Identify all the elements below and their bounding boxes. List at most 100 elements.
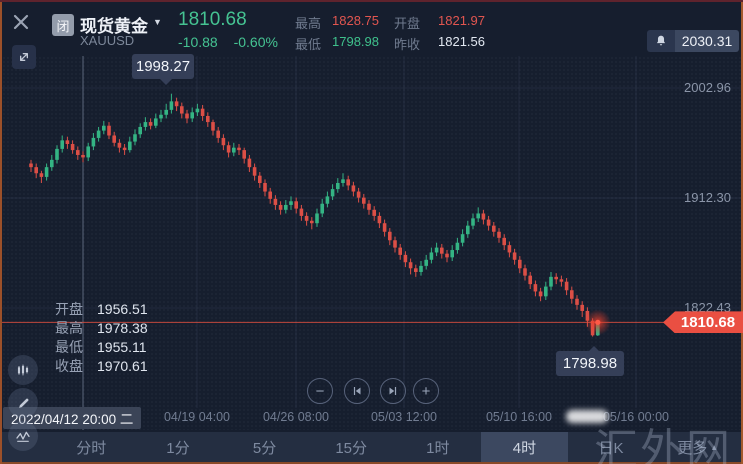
candle-body bbox=[570, 290, 574, 299]
x-axis-label: 05/10 16:00 bbox=[485, 410, 553, 424]
candle-body bbox=[356, 191, 361, 198]
candle-body bbox=[320, 203, 324, 214]
candle-body bbox=[232, 147, 236, 153]
candle-body bbox=[544, 286, 548, 297]
candle-body bbox=[408, 262, 413, 269]
candle-body bbox=[294, 201, 298, 209]
candle-body bbox=[247, 158, 252, 168]
candle-body bbox=[128, 141, 132, 151]
candle-body bbox=[242, 150, 246, 159]
candle-body bbox=[549, 276, 553, 287]
hover-high-value: 1978.38 bbox=[97, 320, 148, 336]
tab-1min[interactable]: 1分 bbox=[166, 439, 190, 457]
bell-button[interactable] bbox=[647, 30, 675, 52]
chart-style-button[interactable] bbox=[8, 355, 38, 385]
candle-body bbox=[237, 147, 241, 151]
candle-body bbox=[403, 254, 408, 263]
instrument-title[interactable]: 现货黄金 bbox=[80, 17, 148, 36]
candle-body bbox=[554, 276, 558, 280]
candle-body bbox=[492, 225, 496, 232]
candle-body bbox=[50, 159, 54, 168]
expand-button[interactable] bbox=[12, 45, 36, 69]
y-axis-label: 1912.30 bbox=[684, 190, 731, 205]
fold-badge[interactable]: 闭 bbox=[52, 14, 74, 36]
candle-body bbox=[512, 252, 517, 260]
candle-body bbox=[393, 240, 397, 248]
candle-body bbox=[86, 146, 90, 158]
candle-body bbox=[200, 108, 205, 116]
tab-15min[interactable]: 15分 bbox=[335, 439, 368, 457]
y-axis-label: 2002.96 bbox=[684, 80, 731, 95]
candle-body bbox=[538, 291, 543, 297]
close-button[interactable] bbox=[10, 11, 32, 33]
x-axis-label: 04/19 04:00 bbox=[163, 410, 231, 424]
candle-body bbox=[518, 259, 522, 269]
candle-body bbox=[346, 179, 350, 186]
candle-body bbox=[216, 130, 220, 138]
x-axis-label: 05/16 00:00 bbox=[602, 410, 670, 424]
candle-body bbox=[460, 234, 465, 243]
candle-body bbox=[195, 108, 200, 113]
candle-body bbox=[180, 106, 184, 114]
alert-price-value[interactable]: 2030.31 bbox=[675, 30, 739, 52]
hover-close-label: 收盘 bbox=[55, 358, 83, 374]
peak-price-tooltip: 1998.27 bbox=[132, 54, 194, 85]
candle-body bbox=[211, 122, 215, 131]
x-axis-label: 04/26 08:00 bbox=[262, 410, 330, 424]
candle-body bbox=[117, 142, 122, 148]
candle-body bbox=[575, 298, 579, 305]
plus-icon: + bbox=[421, 382, 431, 400]
tab-5min[interactable]: 5分 bbox=[252, 439, 277, 457]
skip-start-icon bbox=[353, 387, 361, 395]
candle-body bbox=[440, 247, 444, 254]
candle-body bbox=[252, 167, 257, 176]
draw-button[interactable] bbox=[8, 388, 38, 418]
wave-line-icon bbox=[16, 431, 30, 442]
chevron-down-icon[interactable]: ▼ bbox=[153, 17, 162, 27]
candle-body bbox=[481, 213, 486, 220]
candle-body bbox=[148, 122, 153, 126]
high-label: 最高 bbox=[295, 16, 322, 31]
zoom-out-button[interactable]: − bbox=[307, 378, 333, 404]
candle-body bbox=[159, 114, 163, 119]
tab-more[interactable]: 更多 ▲ bbox=[654, 432, 741, 462]
step-back-button[interactable] bbox=[344, 378, 370, 404]
candle-body bbox=[325, 196, 330, 204]
zoom-in-button[interactable]: + bbox=[413, 378, 439, 404]
candle-body bbox=[258, 175, 262, 184]
candle-body bbox=[284, 204, 288, 210]
tab-4hour[interactable]: 4时 bbox=[481, 432, 568, 462]
candle-body bbox=[169, 101, 174, 110]
quote-header: 闭 现货黄金 ▼ XAUUSD 1810.68 -10.88 -0.60% 最高… bbox=[0, 0, 743, 56]
candle-body bbox=[523, 268, 527, 276]
candle-body bbox=[507, 245, 512, 253]
tab-daily[interactable]: 日K bbox=[598, 439, 624, 457]
expand-icon bbox=[19, 53, 28, 61]
tab-more-label: 更多 bbox=[677, 439, 708, 457]
x-axis-label: 05/03 12:00 bbox=[370, 410, 438, 424]
candle-body bbox=[273, 198, 278, 205]
candle-body bbox=[382, 223, 387, 232]
instrument-symbol: XAUUSD bbox=[80, 33, 135, 48]
y-axis-label: 1822.43 bbox=[684, 300, 731, 315]
candle-body bbox=[564, 281, 569, 291]
candle-body bbox=[190, 112, 194, 119]
candle-body bbox=[341, 179, 345, 184]
candle-body bbox=[424, 259, 428, 266]
tab-1hour[interactable]: 1时 bbox=[426, 439, 450, 457]
step-forward-button[interactable] bbox=[380, 378, 406, 404]
candle-body bbox=[445, 253, 449, 258]
candle-body bbox=[310, 220, 314, 224]
candle-body bbox=[263, 183, 267, 192]
candle-body bbox=[81, 154, 85, 158]
candle-body bbox=[76, 150, 80, 155]
indicator-button[interactable] bbox=[8, 421, 38, 451]
tab-fenshi[interactable]: 分时 bbox=[76, 439, 107, 457]
blurred-label bbox=[566, 410, 608, 423]
prev-close-label: 昨收 bbox=[394, 37, 421, 52]
candle-body bbox=[268, 191, 272, 199]
candle-body bbox=[486, 219, 491, 226]
open-value: 1821.97 bbox=[438, 13, 485, 28]
current-price-badge: 1810.68 bbox=[663, 311, 743, 334]
